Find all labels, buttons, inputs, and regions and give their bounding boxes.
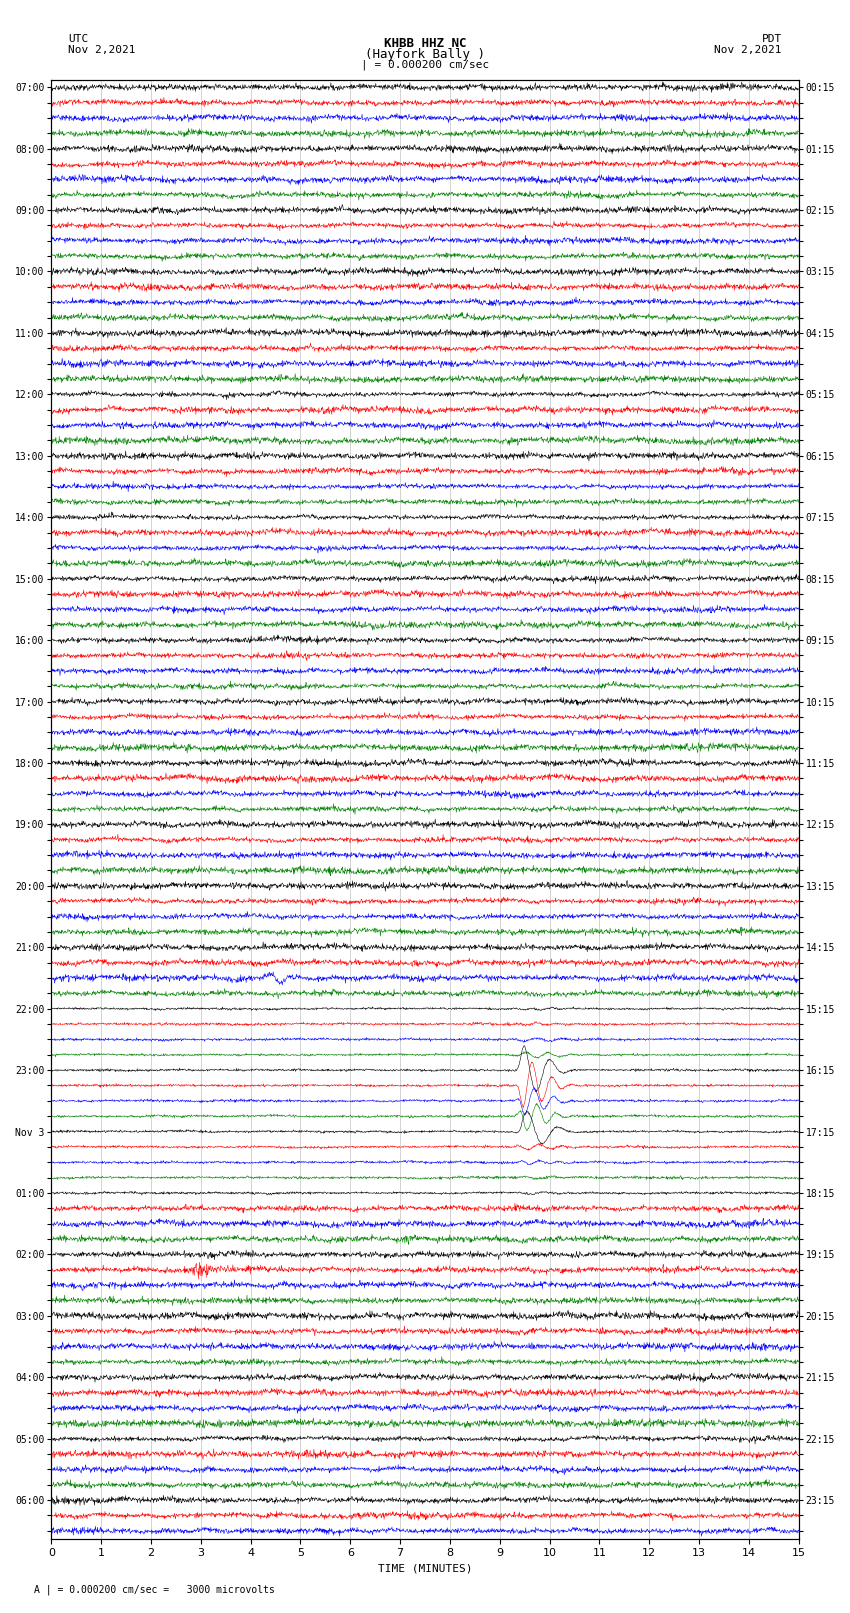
Text: (Hayfork Bally ): (Hayfork Bally ): [365, 48, 485, 61]
Text: A | = 0.000200 cm/sec =   3000 microvolts: A | = 0.000200 cm/sec = 3000 microvolts: [34, 1584, 275, 1595]
Text: KHBB HHZ NC: KHBB HHZ NC: [383, 37, 467, 50]
Text: PDT: PDT: [762, 34, 782, 44]
Text: | = 0.000200 cm/sec: | = 0.000200 cm/sec: [361, 60, 489, 71]
Text: Nov 2,2021: Nov 2,2021: [68, 45, 135, 55]
X-axis label: TIME (MINUTES): TIME (MINUTES): [377, 1565, 473, 1574]
Text: UTC: UTC: [68, 34, 88, 44]
Text: Nov 2,2021: Nov 2,2021: [715, 45, 782, 55]
